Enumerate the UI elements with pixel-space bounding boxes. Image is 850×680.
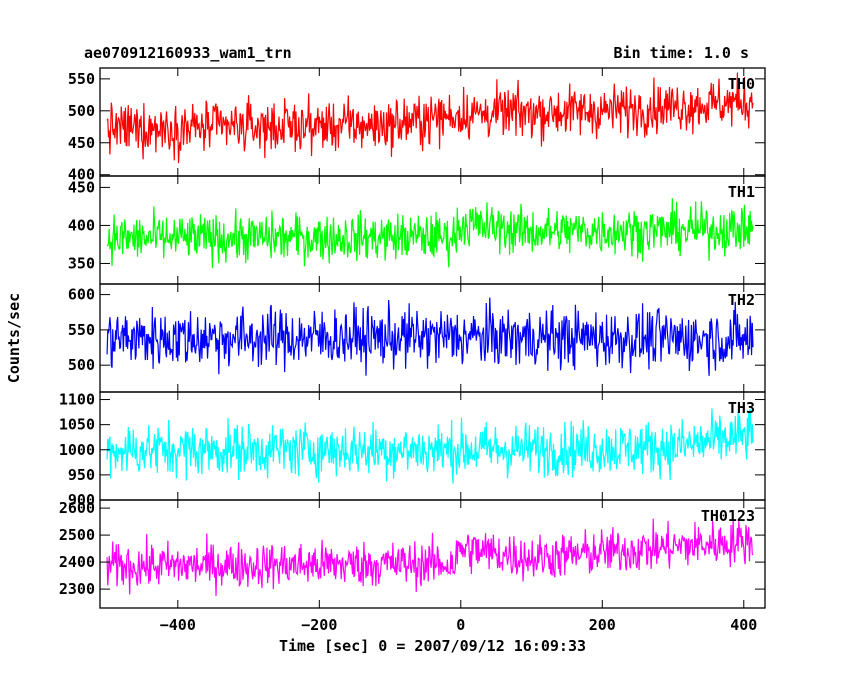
- series-th3: [106, 408, 754, 484]
- x-tick-label: −400: [160, 616, 196, 634]
- y-tick-label: 1000: [59, 441, 95, 459]
- y-tick-label: 2500: [59, 526, 95, 544]
- plot-title: ae070912160933_wam1_trn: [84, 44, 292, 62]
- y-tick-label: 400: [68, 216, 95, 234]
- y-tick-label: 600: [68, 286, 95, 304]
- y-tick-label: 2400: [59, 553, 95, 571]
- y-tick-label: 350: [68, 254, 95, 272]
- x-axis-label: Time [sec] 0 = 2007/09/12 16:09:33: [279, 637, 586, 655]
- y-tick-label: 2600: [59, 499, 95, 517]
- y-tick-label: 400: [68, 166, 95, 184]
- y-tick-label: 500: [68, 356, 95, 374]
- y-tick-label: 450: [68, 178, 95, 196]
- series-th2: [106, 297, 754, 376]
- x-tick-label: 0: [456, 616, 465, 634]
- y-tick-label: 500: [68, 102, 95, 120]
- series-th1: [106, 198, 754, 269]
- y-tick-label: 450: [68, 134, 95, 152]
- y-tick-label: 900: [68, 491, 95, 509]
- x-tick-label: 200: [589, 616, 616, 634]
- bin-time-label: Bin time: 1.0 s: [613, 44, 749, 62]
- y-tick-label: 550: [68, 321, 95, 339]
- panel-label-th0123: TH0123: [701, 507, 755, 525]
- series-th0123: [106, 518, 754, 596]
- panel-label-th3: TH3: [728, 399, 755, 417]
- y-tick-label: 550: [68, 70, 95, 88]
- panel-label-th1: TH1: [728, 183, 755, 201]
- panel-label-th0: TH0: [728, 75, 755, 93]
- panel-frame-th0: [99, 67, 766, 177]
- series-th0: [106, 72, 754, 164]
- y-tick-label: 1050: [59, 416, 95, 434]
- x-tick-label: −200: [301, 616, 337, 634]
- y-tick-label: 2300: [59, 580, 95, 598]
- y-axis-label: Counts/sec: [5, 293, 23, 383]
- panel-label-th2: TH2: [728, 291, 755, 309]
- panel-frame-th0123: [99, 499, 766, 609]
- y-tick-label: 950: [68, 466, 95, 484]
- x-tick-label: 400: [730, 616, 757, 634]
- y-tick-label: 1100: [59, 391, 95, 409]
